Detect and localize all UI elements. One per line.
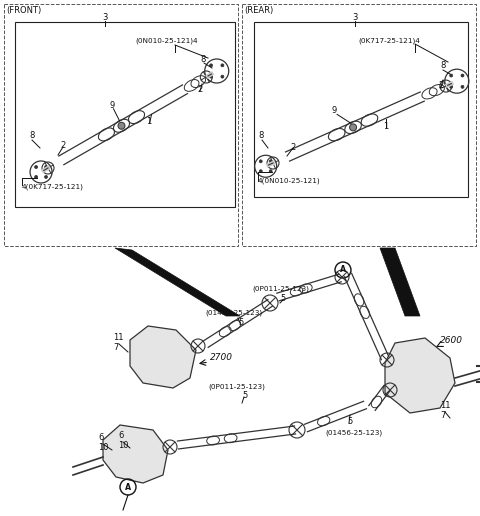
Circle shape: [259, 160, 262, 163]
Text: 7: 7: [440, 411, 445, 420]
Circle shape: [461, 85, 464, 88]
Text: 10: 10: [98, 443, 108, 452]
Text: 5: 5: [242, 391, 247, 400]
Text: 11: 11: [440, 401, 451, 410]
Text: 2: 2: [197, 85, 202, 94]
Text: 8: 8: [200, 55, 205, 64]
Text: 11: 11: [113, 333, 123, 342]
Circle shape: [221, 64, 224, 67]
Text: 3: 3: [102, 13, 108, 22]
Text: 4(0K717-25-121): 4(0K717-25-121): [22, 183, 84, 189]
Text: (01456-25-123): (01456-25-123): [325, 430, 382, 437]
Polygon shape: [130, 326, 196, 388]
Text: (FRONT): (FRONT): [6, 6, 41, 15]
Text: (0N010-25-121)4: (0N010-25-121)4: [135, 38, 198, 44]
Text: 6: 6: [98, 433, 103, 442]
Text: 5: 5: [238, 318, 243, 327]
Text: (0K717-25-121)4: (0K717-25-121)4: [358, 37, 420, 43]
Circle shape: [269, 160, 272, 163]
Polygon shape: [115, 248, 240, 316]
Text: 4(0N010-25-121): 4(0N010-25-121): [258, 178, 321, 185]
Text: (REAR): (REAR): [244, 6, 273, 15]
Circle shape: [45, 175, 48, 179]
Polygon shape: [380, 248, 420, 316]
Text: A: A: [340, 266, 346, 275]
Text: 8: 8: [258, 131, 264, 140]
Text: 10: 10: [118, 441, 129, 450]
Polygon shape: [103, 425, 168, 483]
Text: 6: 6: [118, 431, 123, 440]
Circle shape: [35, 175, 37, 179]
Text: 2: 2: [290, 143, 295, 152]
Text: (01456-25-123): (01456-25-123): [205, 310, 262, 316]
Circle shape: [461, 74, 464, 77]
Text: 9: 9: [331, 106, 336, 116]
Text: 8: 8: [440, 61, 445, 70]
Bar: [4, 4, 238, 246]
Bar: [254, 22, 468, 197]
Circle shape: [349, 124, 357, 131]
Circle shape: [210, 64, 213, 67]
Text: 5: 5: [280, 294, 285, 303]
Circle shape: [35, 166, 37, 169]
Text: 1: 1: [383, 122, 388, 131]
Circle shape: [450, 74, 453, 77]
Text: 2: 2: [438, 81, 443, 90]
Polygon shape: [385, 338, 455, 413]
Text: 3: 3: [352, 13, 358, 22]
Text: (0P011-25-123): (0P011-25-123): [252, 286, 309, 293]
Bar: [15, 22, 235, 207]
Text: 5: 5: [347, 417, 352, 426]
Circle shape: [118, 122, 125, 130]
Text: 2600: 2600: [440, 336, 463, 345]
Text: 7: 7: [113, 343, 119, 352]
Text: A: A: [125, 482, 131, 492]
Text: 8: 8: [29, 131, 35, 140]
Text: 9: 9: [109, 101, 115, 110]
Text: 2700: 2700: [210, 353, 233, 362]
Circle shape: [45, 166, 48, 169]
Text: 2: 2: [60, 141, 65, 150]
Text: 1: 1: [146, 118, 152, 126]
Circle shape: [221, 75, 224, 78]
Circle shape: [450, 85, 453, 88]
Circle shape: [269, 170, 272, 173]
Text: (0P011-25-123): (0P011-25-123): [208, 383, 265, 390]
Circle shape: [210, 75, 213, 78]
Circle shape: [259, 170, 262, 173]
Bar: [242, 4, 476, 246]
